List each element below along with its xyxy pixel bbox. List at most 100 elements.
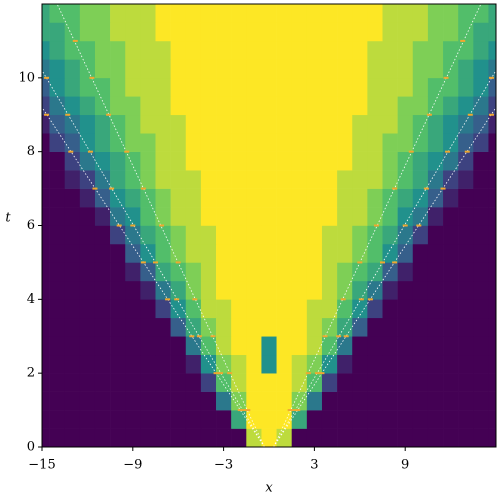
heatmap-cell	[200, 373, 217, 392]
heatmap-cell	[140, 262, 156, 282]
heatmap-cell	[170, 77, 187, 97]
heatmap-cell	[185, 4, 202, 23]
heatmap-cell	[42, 133, 50, 152]
heatmap-cell	[352, 96, 368, 116]
heatmap-cell	[458, 373, 474, 392]
heatmap-cell	[261, 188, 277, 208]
marker	[237, 409, 243, 412]
heatmap-cell	[155, 428, 171, 447]
heatmap-cell	[306, 22, 323, 42]
heatmap-cell	[443, 225, 459, 245]
heatmap-cell	[397, 391, 414, 411]
heatmap-cell	[200, 243, 217, 263]
heatmap-cell	[382, 317, 398, 337]
heatmap-cell	[352, 170, 368, 189]
heatmap-cell	[246, 243, 262, 263]
heatmap-cell	[216, 354, 232, 374]
heatmap-cell	[321, 317, 338, 337]
heatmap-cell	[458, 151, 474, 171]
heatmap-cell	[427, 391, 444, 411]
heatmap-cell	[94, 40, 111, 60]
heatmap-cell	[291, 299, 308, 319]
heatmap-cell	[276, 225, 292, 245]
heatmap-cell	[306, 243, 323, 263]
heatmap-cell	[170, 354, 187, 374]
heatmap-cell	[291, 77, 308, 97]
heatmap-cell	[42, 336, 50, 356]
heatmap-cell	[397, 133, 414, 152]
heatmap-cell	[155, 262, 171, 282]
heatmap-cell	[321, 59, 338, 79]
heatmap-cell	[473, 170, 489, 189]
heatmap-cell	[443, 22, 459, 42]
heatmap-cell	[140, 207, 156, 226]
heatmap-cell	[382, 59, 398, 79]
heatmap-cell	[337, 243, 353, 263]
heatmap-cell	[321, 391, 338, 411]
marker	[336, 335, 342, 338]
heatmap-cell	[125, 262, 141, 282]
heatmap-cell	[140, 4, 156, 23]
marker	[153, 261, 158, 264]
heatmap-cell	[427, 207, 444, 226]
heatmap-cell	[488, 225, 496, 245]
marker	[358, 298, 364, 301]
heatmap-cell	[352, 4, 368, 23]
heatmap-cell	[412, 114, 429, 134]
heatmap-cell	[427, 262, 444, 282]
heatmap-cell	[352, 428, 368, 447]
heatmap-cell	[291, 40, 308, 60]
heatmap-cell	[488, 373, 496, 392]
heatmap-cell	[473, 299, 489, 319]
heatmap-cell	[443, 373, 459, 392]
heatmap-cell	[458, 354, 474, 374]
heatmap-cell	[231, 40, 247, 60]
heatmap-cell	[170, 262, 187, 282]
heatmap-cell	[291, 317, 308, 337]
heatmap-cell	[231, 428, 247, 447]
heatmap-cell	[321, 96, 338, 116]
heatmap-cell	[488, 40, 496, 60]
heatmap-cell	[488, 428, 496, 447]
heatmap-cell	[79, 336, 96, 356]
heatmap-cell	[291, 133, 308, 152]
heatmap-cell	[155, 4, 171, 23]
heatmap-cell	[337, 225, 353, 245]
heatmap-cell	[94, 151, 111, 171]
heatmap-cell	[64, 207, 81, 226]
heatmap-cell	[155, 40, 171, 60]
x-tick-label: 9	[401, 458, 409, 473]
heatmap-cell	[246, 262, 262, 282]
heatmap-cell	[352, 133, 368, 152]
heatmap-cell	[49, 170, 65, 189]
heatmap-cell	[473, 151, 489, 171]
heatmap-cell	[276, 354, 292, 374]
heatmap-cell	[306, 410, 323, 429]
heatmap-cell	[473, 391, 489, 411]
heatmap-cell	[246, 280, 262, 300]
heatmap-cell	[427, 410, 444, 429]
heatmap-cell	[110, 188, 126, 208]
heatmap-cell	[155, 225, 171, 245]
heatmap-cell	[382, 391, 398, 411]
heatmap-cell	[94, 207, 111, 226]
heatmap-cell	[397, 354, 414, 374]
heatmap-cell	[397, 373, 414, 392]
heatmap-cell	[306, 207, 323, 226]
heatmap-cell	[473, 207, 489, 226]
heatmap-cell	[42, 354, 50, 374]
heatmap-cell	[427, 373, 444, 392]
heatmap-cell	[321, 299, 338, 319]
heatmap-cell	[110, 77, 126, 97]
heatmap-cell	[458, 225, 474, 245]
heatmap-cell	[246, 40, 262, 60]
heatmap-cell	[110, 336, 126, 356]
heatmap-cell	[382, 354, 398, 374]
heatmap-cell	[488, 262, 496, 282]
heatmap-cell	[352, 151, 368, 171]
heatmap-cell	[337, 96, 353, 116]
heatmap-cell	[246, 77, 262, 97]
heatmap-cell	[49, 40, 65, 60]
heatmap-cell	[231, 373, 247, 392]
